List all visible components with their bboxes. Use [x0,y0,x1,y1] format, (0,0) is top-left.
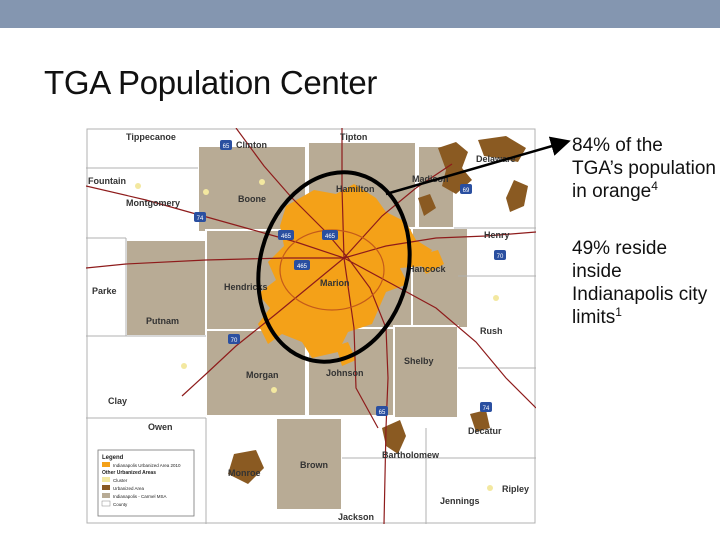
county-label-morgan: Morgan [246,370,279,380]
shield-70-east: 70 [497,254,504,260]
shield-465-south: 465 [297,264,308,270]
county-label-montgomery: Montgomery [126,198,180,208]
top-accent-band [0,0,720,28]
bullet-list: 84% of the TGA’s population in orange4 4… [572,134,717,363]
county-label-johnson: Johnson [326,368,364,378]
county-label-shelby: Shelby [404,356,434,366]
bullet-city-limits: 49% reside inside Indianapolis city limi… [572,237,717,329]
legend-item-indianapolis-ua: Indianapolis Urbanized Area 2010 [113,463,181,468]
county-label-bartholomew: Bartholomew [382,450,440,460]
shield-74-east: 74 [483,406,490,412]
county-label-madison: Madison [412,174,449,184]
county-label-decatur: Decatur [468,426,502,436]
county-label-hamilton: Hamilton [336,184,375,194]
legend-item-msa: Indianapolis - Carmel MSA [113,494,167,499]
map-legend: Legend Indianapolis Urbanized Area 2010 … [97,449,195,517]
county-label-monroe: Monroe [228,468,261,478]
shield-74-west: 74 [197,216,204,222]
shield-65-north: 65 [223,144,230,150]
county-shelby [393,325,459,419]
county-label-jennings: Jennings [440,496,480,506]
county-label-clinton: Clinton [236,140,267,150]
county-label-putnam: Putnam [146,316,179,326]
county-label-tipton: Tipton [340,132,367,142]
footnote-marker: 4 [651,179,658,193]
county-label-ripley: Ripley [502,484,529,494]
county-label-henry: Henry [484,230,510,240]
county-label-marion: Marion [320,278,350,288]
tga-county-map: 65 69 74 465 465 465 70 70 65 74 Tippeca… [86,128,536,524]
county-label-hendricks: Hendricks [224,282,268,292]
county-label-delaware: Delaware [476,154,516,164]
county-label-tippecanoe: Tippecanoe [126,132,176,142]
shield-70-west: 70 [231,338,238,344]
legend-item-other-ua: Other Urbanized Areas [102,470,156,476]
county-label-clay: Clay [108,396,127,406]
bullet-text: 49% reside inside Indianapolis city limi… [572,238,708,328]
county-label-jackson: Jackson [338,512,374,522]
county-label-hancock: Hancock [408,264,447,274]
bullet-text: 84% of the TGA’s population in orange [572,135,716,202]
county-brown [275,417,343,511]
shield-465-north: 465 [325,234,336,240]
county-label-owen: Owen [148,422,173,432]
county-label-boone: Boone [238,194,266,204]
bullet-orange-share: 84% of the TGA’s population in orange4 [572,134,717,203]
county-label-rush: Rush [480,326,503,336]
shield-69: 69 [463,188,470,194]
legend-item-urbanized: Urbanized Area [113,486,145,491]
shield-65-south: 65 [379,410,386,416]
shield-465-west: 465 [281,234,292,240]
legend-item-cluster: Cluster [113,478,128,483]
county-label-fountain: Fountain [88,176,126,186]
slide-title: TGA Population Center [44,64,378,101]
county-label-brown: Brown [300,460,328,470]
legend-item-county: County [113,502,128,507]
legend-title: Legend [102,455,124,461]
county-label-parke: Parke [92,286,117,296]
footnote-marker: 1 [615,305,622,319]
